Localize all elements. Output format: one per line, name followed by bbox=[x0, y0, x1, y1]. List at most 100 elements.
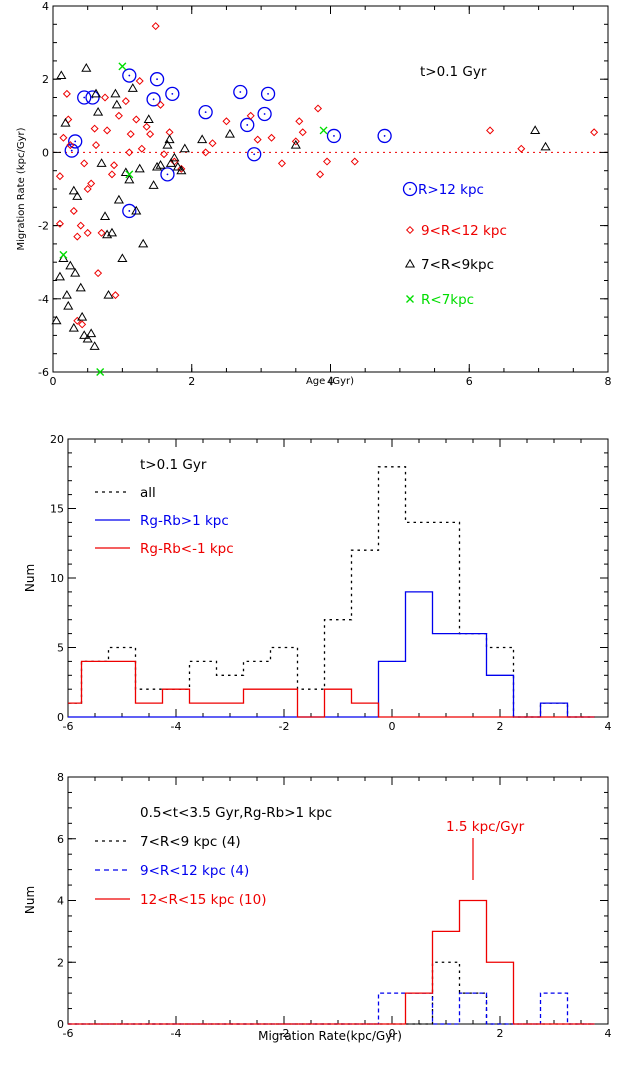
data-point bbox=[90, 88, 102, 98]
data-point bbox=[69, 206, 78, 215]
data-point bbox=[87, 179, 96, 188]
data-point bbox=[208, 139, 217, 148]
x-tick-label: 4 bbox=[605, 1027, 612, 1040]
hist3-x-axis-label: Migration Rate(kpc/Gyr) bbox=[258, 1029, 402, 1043]
data-point bbox=[80, 159, 89, 168]
data-point bbox=[60, 117, 71, 127]
data-point bbox=[55, 219, 64, 228]
data-point bbox=[162, 139, 173, 149]
hist3-y-ticks: 0 2 4 6 8 bbox=[57, 771, 608, 1031]
data-point bbox=[56, 70, 67, 80]
peak-marker-label: 1.5 kpc/Gyr bbox=[446, 819, 525, 835]
y-tick-label: 4 bbox=[57, 895, 64, 908]
y-tick-label: -2 bbox=[38, 220, 49, 233]
data-point bbox=[316, 170, 325, 179]
hist2-y-axis-label: Num bbox=[23, 564, 37, 592]
data-point bbox=[517, 144, 526, 153]
data-point bbox=[70, 267, 81, 277]
data-point bbox=[79, 330, 90, 339]
data-point bbox=[111, 291, 120, 300]
data-point bbox=[68, 322, 79, 332]
data-point bbox=[267, 133, 276, 142]
y-tick-label: 0 bbox=[57, 1018, 64, 1031]
legend-marker bbox=[405, 225, 415, 235]
data-point bbox=[62, 89, 71, 98]
x-tick-label: -4 bbox=[171, 1027, 182, 1040]
data-point bbox=[118, 62, 127, 71]
scatter-annotation: t>0.1 Gyr bbox=[420, 64, 487, 80]
data-point bbox=[164, 134, 175, 144]
scatter-points bbox=[51, 22, 599, 376]
data-point bbox=[59, 250, 68, 259]
hist2-y-ticks: 0 5 10 15 20 bbox=[50, 433, 608, 724]
x-tick-label: -4 bbox=[171, 720, 182, 733]
data-point bbox=[326, 128, 342, 144]
x-tick-label: -2 bbox=[279, 720, 290, 733]
data-point bbox=[81, 63, 92, 72]
hist3-legend: 7<R<9 kpc (4) 9<R<12 kpc (4) 12<R<15 kpc… bbox=[95, 834, 266, 908]
data-point bbox=[75, 282, 86, 292]
data-point bbox=[146, 130, 155, 139]
x-tick-label: -6 bbox=[63, 720, 74, 733]
x-tick-label: 2 bbox=[497, 720, 504, 733]
hist2-frame bbox=[67, 438, 609, 718]
data-point bbox=[319, 126, 328, 135]
data-point bbox=[93, 106, 104, 116]
x-tick-label: -2 bbox=[279, 1027, 290, 1040]
data-point bbox=[63, 300, 74, 310]
histogram-series bbox=[68, 992, 595, 1025]
data-point bbox=[85, 90, 100, 105]
data-point bbox=[106, 227, 118, 237]
legend-label-inward: Rg-Rb<-1 kpc bbox=[140, 541, 234, 557]
legend-marker bbox=[406, 295, 414, 303]
data-point bbox=[83, 184, 92, 194]
data-point bbox=[92, 141, 101, 150]
y-tick-label: -4 bbox=[38, 293, 49, 306]
data-point bbox=[486, 126, 495, 135]
x-tick-label: 4 bbox=[605, 720, 612, 733]
legend-label-7-9: 7<R<9kpc bbox=[421, 257, 494, 273]
hist3-x-ticks: -6 -4 -2 0 2 4 bbox=[63, 777, 612, 1040]
data-point bbox=[77, 90, 92, 105]
legend-marker bbox=[404, 258, 416, 268]
data-point bbox=[350, 157, 359, 166]
data-point bbox=[86, 328, 97, 338]
data-point bbox=[96, 158, 107, 167]
y-tick-label: 2 bbox=[57, 956, 64, 969]
histogram-series bbox=[68, 899, 595, 1025]
data-point bbox=[138, 238, 149, 248]
x-tick-label: 2 bbox=[497, 1027, 504, 1040]
data-point bbox=[131, 205, 142, 215]
data-point bbox=[198, 104, 213, 120]
y-tick-label: 0 bbox=[42, 146, 49, 159]
data-point bbox=[114, 111, 123, 120]
data-point bbox=[68, 185, 79, 195]
histogram-series bbox=[68, 961, 595, 1025]
x-tick-label: 0 bbox=[389, 720, 396, 733]
hist2-x-ticks: -6 -4 -2 0 2 4 bbox=[63, 439, 612, 733]
data-point bbox=[169, 152, 180, 162]
data-point bbox=[314, 104, 323, 113]
data-point bbox=[94, 269, 103, 278]
y-tick-label: 5 bbox=[57, 642, 64, 655]
data-point bbox=[377, 128, 392, 144]
data-point bbox=[51, 315, 62, 325]
data-point bbox=[240, 117, 255, 133]
data-point bbox=[55, 172, 64, 181]
histogram-series bbox=[68, 591, 595, 718]
legend-label-9-12: 9<R<12 kpc bbox=[421, 223, 507, 239]
data-point bbox=[165, 86, 180, 101]
data-point bbox=[102, 229, 113, 239]
data-point bbox=[156, 100, 165, 109]
histogram-series bbox=[68, 660, 595, 718]
y-tick-label: 15 bbox=[50, 503, 64, 516]
legend-marker bbox=[402, 181, 418, 197]
y-tick-label: 20 bbox=[50, 433, 64, 446]
data-point bbox=[295, 117, 304, 126]
data-point bbox=[101, 93, 110, 102]
legend-label-outward: Rg-Rb>1 kpc bbox=[140, 513, 229, 529]
y-tick-label: 0 bbox=[57, 711, 64, 724]
data-point bbox=[540, 141, 551, 151]
data-point bbox=[146, 92, 161, 107]
hist3-steps bbox=[68, 899, 595, 1025]
